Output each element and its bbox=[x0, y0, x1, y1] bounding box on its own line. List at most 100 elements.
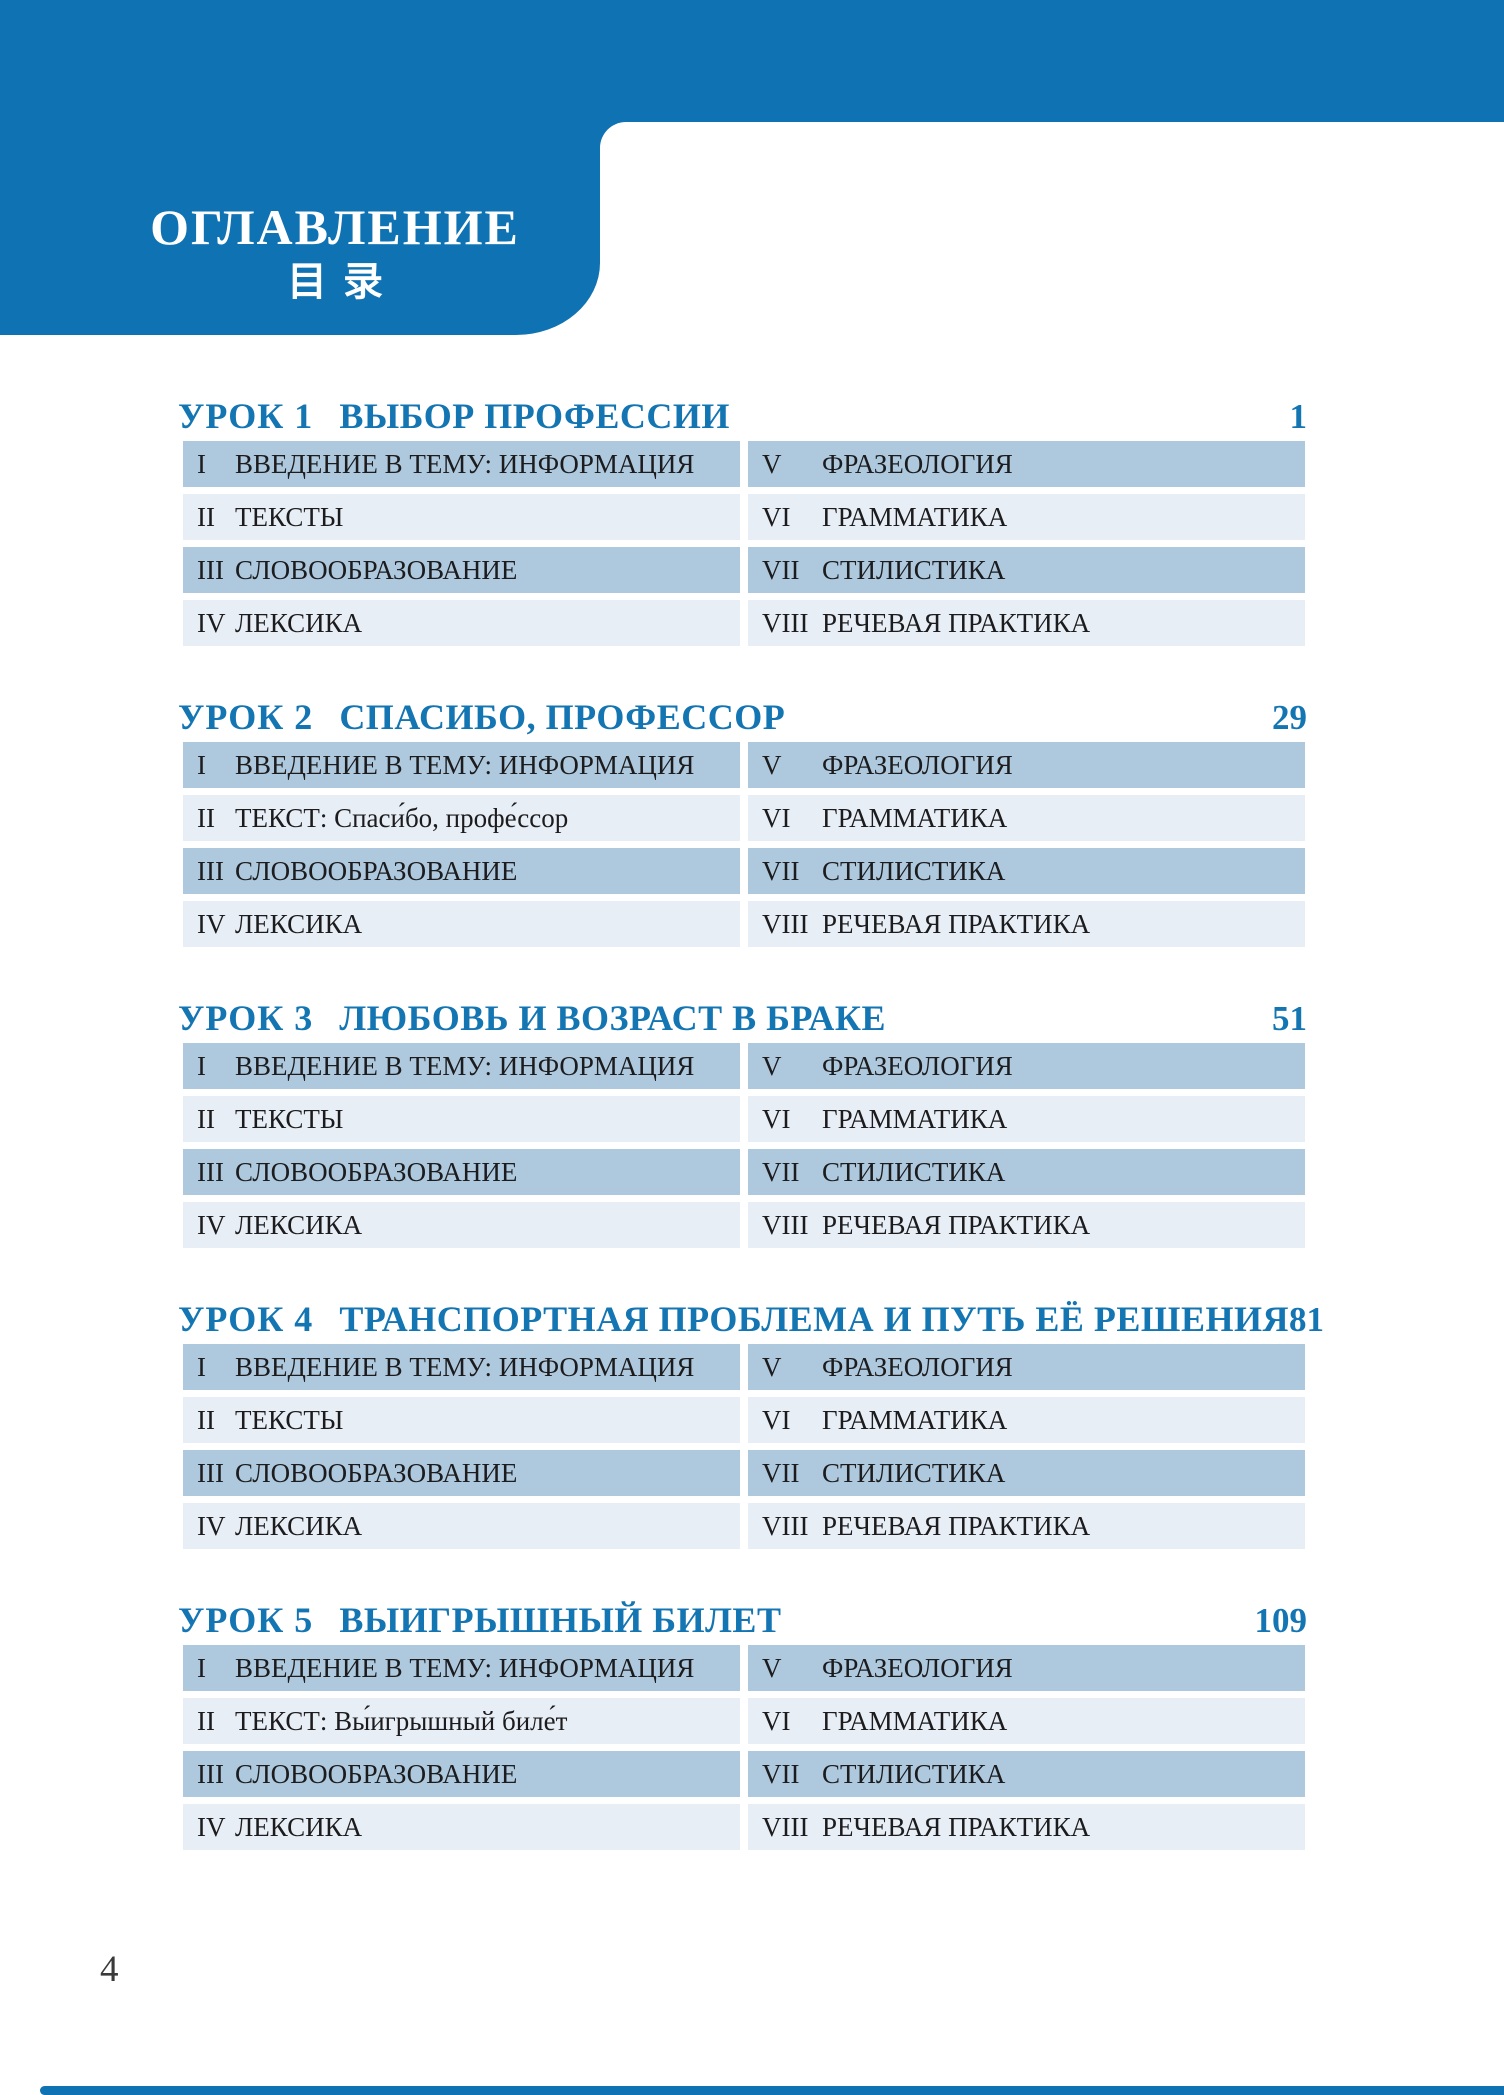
roman-numeral: VIII bbox=[762, 608, 809, 638]
lesson-heading: УРОК 1 ВЫБОР ПРОФЕССИИ 1 bbox=[178, 394, 1307, 441]
roman-numeral: I bbox=[197, 1352, 206, 1382]
table-row: III СЛОВООБРАЗОВАНИЕ VII СТИЛИСТИКА bbox=[183, 848, 1305, 894]
roman-numeral: V bbox=[762, 750, 782, 780]
table-row: III СЛОВООБРАЗОВАНИЕ VII СТИЛИСТИКА bbox=[183, 547, 1305, 593]
roman-numeral: II bbox=[197, 1706, 215, 1736]
lesson-title: ВЫБОР ПРОФЕССИИ bbox=[339, 396, 730, 436]
lesson-title: ТРАНСПОРТНАЯ ПРОБЛЕМА И ПУТЬ ЕЁ РЕШЕНИЯ bbox=[339, 1299, 1289, 1339]
toc-entry-label: СЛОВООБРАЗОВАНИЕ bbox=[235, 856, 518, 886]
roman-numeral: III bbox=[197, 555, 224, 585]
lesson-page-number: 81 bbox=[1288, 1300, 1324, 1339]
toc-cell-left: III СЛОВООБРАЗОВАНИЕ bbox=[183, 848, 740, 894]
roman-numeral: I bbox=[197, 1653, 206, 1683]
toc-cell-right: VI ГРАММАТИКА bbox=[748, 1698, 1305, 1744]
table-row: III СЛОВООБРАЗОВАНИЕ VII СТИЛИСТИКА bbox=[183, 1751, 1305, 1797]
roman-numeral: V bbox=[762, 449, 782, 479]
roman-numeral: VIII bbox=[762, 1812, 809, 1842]
toc-cell-right: VII СТИЛИСТИКА bbox=[748, 1149, 1305, 1195]
roman-numeral: III bbox=[197, 1157, 224, 1187]
toc-entry-label: ТЕКСТ: Спаси́бо, профе́ссор bbox=[235, 803, 569, 833]
lesson-page-number: 51 bbox=[1272, 999, 1307, 1038]
roman-numeral: II bbox=[197, 1405, 215, 1435]
toc-cell-right: V ФРАЗЕОЛОГИЯ bbox=[748, 1043, 1305, 1089]
footer-bar bbox=[40, 2086, 1504, 2095]
roman-numeral: IV bbox=[197, 909, 226, 939]
roman-numeral: V bbox=[762, 1352, 782, 1382]
lesson-section-4: УРОК 4 ТРАНСПОРТНАЯ ПРОБЛЕМА И ПУТЬ ЕЁ РЕ… bbox=[178, 1297, 1324, 1556]
toc-entry-label: СТИЛИСТИКА bbox=[822, 856, 1006, 886]
lesson-table: I ВВЕДЕНИЕ В ТЕМУ: ИНФОРМАЦИЯ V ФРАЗЕОЛО… bbox=[183, 742, 1305, 947]
table-row: I ВВЕДЕНИЕ В ТЕМУ: ИНФОРМАЦИЯ V ФРАЗЕОЛО… bbox=[183, 1645, 1305, 1691]
table-row: II ТЕКСТЫ VI ГРАММАТИКА bbox=[183, 494, 1305, 540]
table-row: I ВВЕДЕНИЕ В ТЕМУ: ИНФОРМАЦИЯ V ФРАЗЕОЛО… bbox=[183, 1344, 1305, 1390]
roman-numeral: IV bbox=[197, 1511, 226, 1541]
roman-numeral: VII bbox=[762, 1458, 800, 1488]
lesson-section-1: УРОК 1 ВЫБОР ПРОФЕССИИ 1 I ВВЕДЕНИЕ В ТЕМ… bbox=[178, 394, 1307, 653]
page-title-chinese: 目录 bbox=[287, 259, 399, 304]
roman-numeral: VI bbox=[762, 1104, 791, 1134]
toc-cell-left: IV ЛЕКСИКА bbox=[183, 1202, 740, 1248]
toc-entry-label: ФРАЗЕОЛОГИЯ bbox=[822, 449, 1013, 479]
lesson-title: СПАСИБО, ПРОФЕССОР bbox=[339, 697, 786, 737]
toc-cell-left: III СЛОВООБРАЗОВАНИЕ bbox=[183, 1149, 740, 1195]
roman-numeral: VI bbox=[762, 1706, 791, 1736]
toc-entry-label: СТИЛИСТИКА bbox=[822, 1157, 1006, 1187]
toc-entry-label: ГРАММАТИКА bbox=[822, 1706, 1008, 1736]
table-row: IV ЛЕКСИКА VIII РЕЧЕВАЯ ПРАКТИКА bbox=[183, 600, 1305, 646]
toc-entry-label: ЛЕКСИКА bbox=[235, 608, 363, 638]
table-row: IV ЛЕКСИКА VIII РЕЧЕВАЯ ПРАКТИКА bbox=[183, 1804, 1305, 1850]
table-row: I ВВЕДЕНИЕ В ТЕМУ: ИНФОРМАЦИЯ V ФРАЗЕОЛО… bbox=[183, 1043, 1305, 1089]
roman-numeral: IV bbox=[197, 1812, 226, 1842]
lesson-heading-text: УРОК 2 СПАСИБО, ПРОФЕССОР bbox=[178, 695, 785, 739]
toc-cell-right: VIII РЕЧЕВАЯ ПРАКТИКА bbox=[748, 901, 1305, 947]
lesson-heading-text: УРОК 1 ВЫБОР ПРОФЕССИИ bbox=[178, 394, 730, 438]
lesson-section-2: УРОК 2 СПАСИБО, ПРОФЕССОР 29 I ВВЕДЕНИЕ В… bbox=[178, 695, 1307, 954]
roman-numeral: VII bbox=[762, 856, 800, 886]
toc-cell-right: VI ГРАММАТИКА bbox=[748, 1096, 1305, 1142]
toc-cell-right: VI ГРАММАТИКА bbox=[748, 494, 1305, 540]
roman-numeral: IV bbox=[197, 1210, 226, 1240]
roman-numeral: V bbox=[762, 1653, 782, 1683]
table-row: I ВВЕДЕНИЕ В ТЕМУ: ИНФОРМАЦИЯ V ФРАЗЕОЛО… bbox=[183, 742, 1305, 788]
header-corner-fillet bbox=[600, 122, 626, 148]
toc-cell-right: VI ГРАММАТИКА bbox=[748, 1397, 1305, 1443]
roman-numeral: VII bbox=[762, 1759, 800, 1789]
lesson-heading: УРОК 2 СПАСИБО, ПРОФЕССОР 29 bbox=[178, 695, 1307, 742]
toc-cell-right: VII СТИЛИСТИКА bbox=[748, 547, 1305, 593]
toc-entry-label: ЛЕКСИКА bbox=[235, 1511, 363, 1541]
lesson-heading: УРОК 3 ЛЮБОВЬ И ВОЗРАСТ В БРАКЕ 51 bbox=[178, 996, 1307, 1043]
table-row: II ТЕКСТЫ VI ГРАММАТИКА bbox=[183, 1397, 1305, 1443]
table-row: IV ЛЕКСИКА VIII РЕЧЕВАЯ ПРАКТИКА bbox=[183, 1503, 1305, 1549]
toc-cell-left: I ВВЕДЕНИЕ В ТЕМУ: ИНФОРМАЦИЯ bbox=[183, 1043, 740, 1089]
toc-cell-left: IV ЛЕКСИКА bbox=[183, 901, 740, 947]
lesson-table: I ВВЕДЕНИЕ В ТЕМУ: ИНФОРМАЦИЯ V ФРАЗЕОЛО… bbox=[183, 1344, 1305, 1549]
toc-entry-label: ЛЕКСИКА bbox=[235, 1210, 363, 1240]
toc-entry-label: ФРАЗЕОЛОГИЯ bbox=[822, 750, 1013, 780]
roman-numeral: III bbox=[197, 1458, 224, 1488]
toc-cell-left: II ТЕКСТЫ bbox=[183, 1096, 740, 1142]
lesson-heading-text: УРОК 4 ТРАНСПОРТНАЯ ПРОБЛЕМА И ПУТЬ ЕЁ РЕ… bbox=[178, 1297, 1289, 1341]
roman-numeral: II bbox=[197, 1104, 215, 1134]
toc-entry-label: ТЕКСТЫ bbox=[235, 1405, 344, 1435]
table-row: IV ЛЕКСИКА VIII РЕЧЕВАЯ ПРАКТИКА bbox=[183, 901, 1305, 947]
toc-entry-label: РЕЧЕВАЯ ПРАКТИКА bbox=[822, 608, 1091, 638]
lesson-table: I ВВЕДЕНИЕ В ТЕМУ: ИНФОРМАЦИЯ V ФРАЗЕОЛО… bbox=[183, 1645, 1305, 1850]
toc-entry-label: ТЕКСТЫ bbox=[235, 502, 344, 532]
lesson-page-number: 1 bbox=[1289, 397, 1308, 436]
toc-entry-label: РЕЧЕВАЯ ПРАКТИКА bbox=[822, 1511, 1091, 1541]
lesson-page-number: 109 bbox=[1254, 1601, 1308, 1640]
toc-cell-left: II ТЕКСТ: Вы́игрышный биле́т bbox=[183, 1698, 740, 1744]
roman-numeral: VIII bbox=[762, 1210, 809, 1240]
toc-cell-right: VIII РЕЧЕВАЯ ПРАКТИКА bbox=[748, 1503, 1305, 1549]
toc-entry-label: ГРАММАТИКА bbox=[822, 1405, 1008, 1435]
lesson-title: ВЫИГРЫШНЫЙ БИЛЕТ bbox=[339, 1600, 782, 1640]
toc-entry-label: РЕЧЕВАЯ ПРАКТИКА bbox=[822, 1812, 1091, 1842]
toc-entry-label: СТИЛИСТИКА bbox=[822, 1458, 1006, 1488]
roman-numeral: VII bbox=[762, 1157, 800, 1187]
lesson-heading: УРОК 5 ВЫИГРЫШНЫЙ БИЛЕТ 109 bbox=[178, 1598, 1307, 1645]
lesson-label: УРОК 2 bbox=[178, 697, 314, 737]
toc-cell-left: I ВВЕДЕНИЕ В ТЕМУ: ИНФОРМАЦИЯ bbox=[183, 1344, 740, 1390]
table-row: II ТЕКСТЫ VI ГРАММАТИКА bbox=[183, 1096, 1305, 1142]
lesson-table: I ВВЕДЕНИЕ В ТЕМУ: ИНФОРМАЦИЯ V ФРАЗЕОЛО… bbox=[183, 1043, 1305, 1248]
roman-numeral: II bbox=[197, 803, 215, 833]
